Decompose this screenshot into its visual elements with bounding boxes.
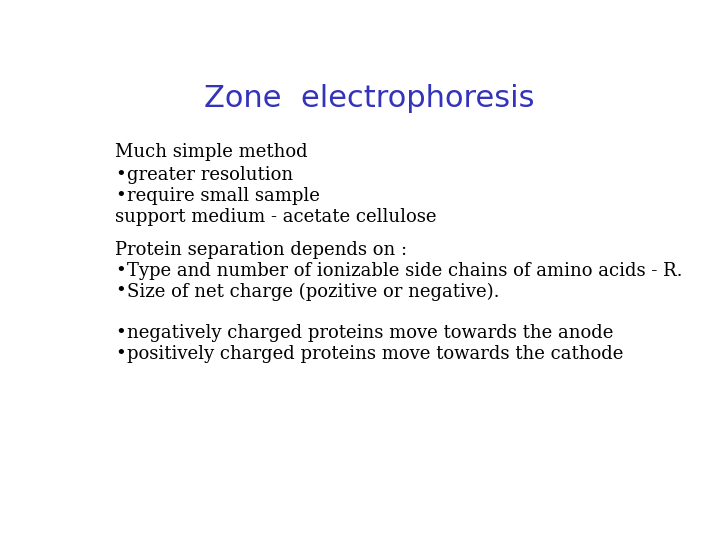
Text: •: • <box>115 282 126 300</box>
Text: Protein separation depends on :: Protein separation depends on : <box>115 241 408 259</box>
Text: •: • <box>115 324 126 342</box>
Text: •: • <box>115 261 126 280</box>
Text: greater resolution: greater resolution <box>127 166 294 184</box>
Text: negatively charged proteins move towards the anode: negatively charged proteins move towards… <box>127 324 613 342</box>
Text: Much simple method: Much simple method <box>115 143 307 161</box>
Text: positively charged proteins move towards the cathode: positively charged proteins move towards… <box>127 345 624 363</box>
Text: require small sample: require small sample <box>127 187 320 205</box>
Text: Type and number of ionizable side chains of amino acids - R.: Type and number of ionizable side chains… <box>127 261 683 280</box>
Text: Zone  electrophoresis: Zone electrophoresis <box>204 84 534 112</box>
Text: •: • <box>115 166 126 184</box>
Text: •: • <box>115 187 126 205</box>
Text: support medium - acetate cellulose: support medium - acetate cellulose <box>115 207 436 226</box>
Text: Size of net charge (pozitive or negative).: Size of net charge (pozitive or negative… <box>127 282 500 301</box>
Text: •: • <box>115 345 126 363</box>
